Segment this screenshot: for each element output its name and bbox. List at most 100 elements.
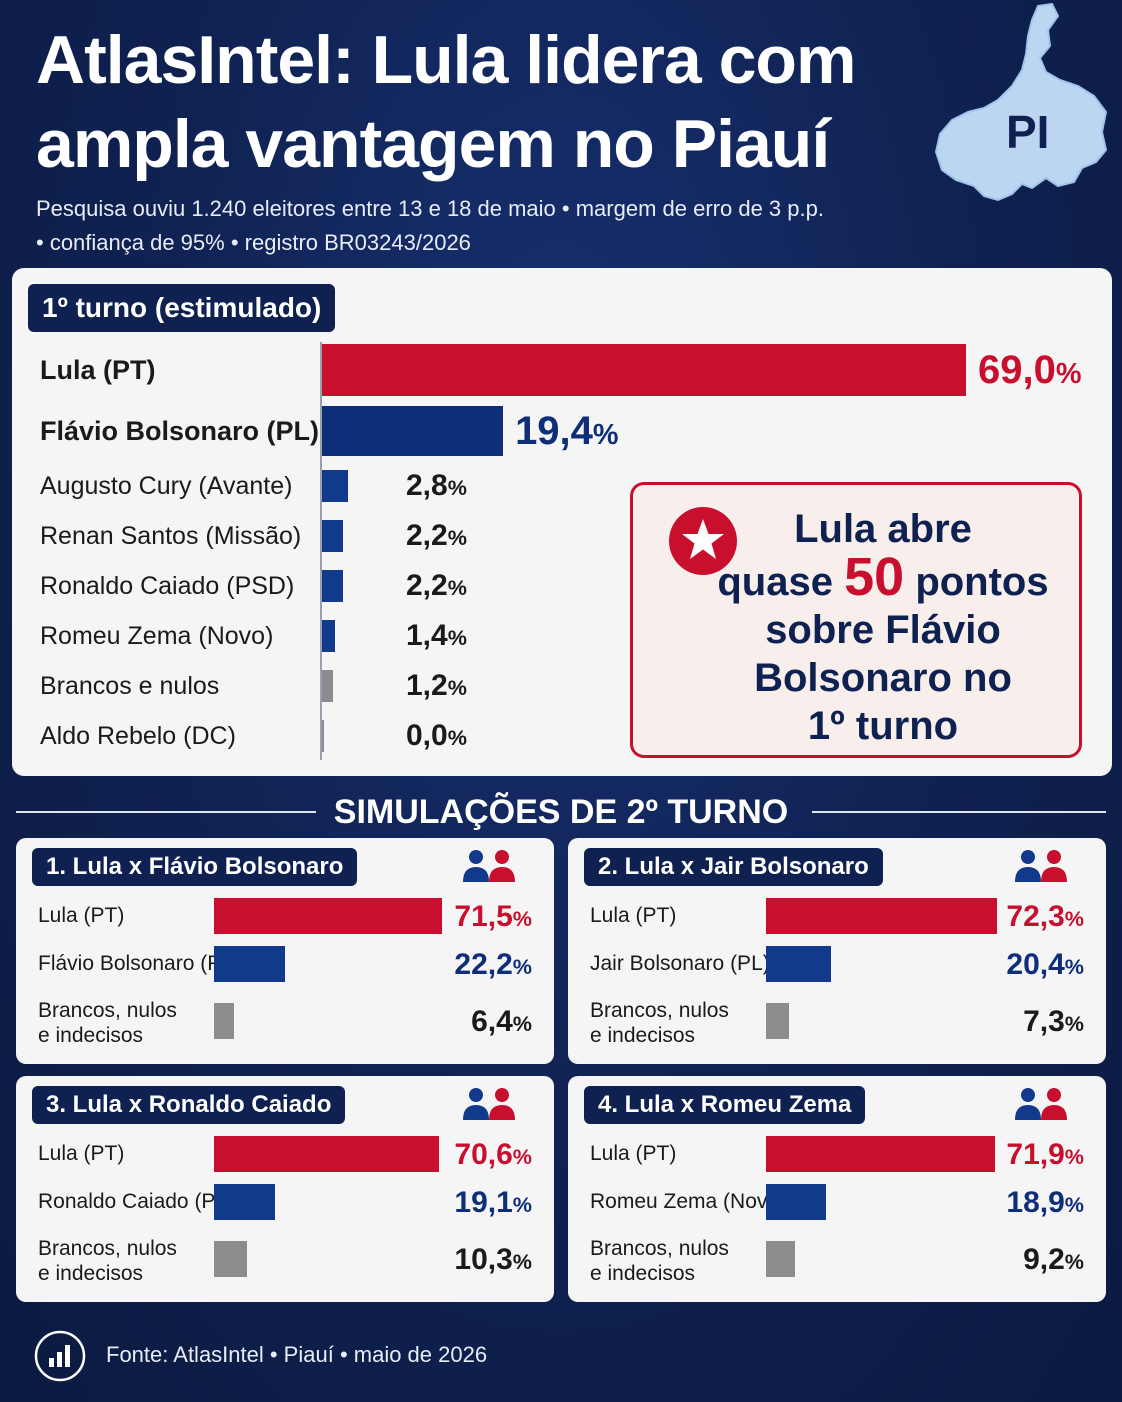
callout-line-5: 1º turno (807, 704, 959, 748)
candidate-value-unit: % (447, 575, 467, 600)
first-round-row: Renan Santos (Missão) 2,2% (12, 516, 1112, 556)
callout-line-2: quase 50 pontos (709, 550, 1057, 606)
candidate-name: Renan Santos (Missão) (40, 522, 302, 550)
star-icon (669, 507, 737, 575)
candidate-name: Augusto Cury (Avante) (40, 472, 293, 500)
simulation-bar (214, 1003, 235, 1039)
second-round-header: SIMULAÇÕES DE 2º TURNO (0, 790, 1122, 834)
callout-line-2-post: pontos (915, 560, 1049, 604)
candidate-value-unit: % (447, 625, 467, 650)
simulation-value-number: 22,2 (454, 948, 513, 981)
callout-line-4: Bolsonaro no (754, 656, 1012, 700)
map-label: PI (1006, 106, 1049, 158)
callout-line-1: Lula abre (794, 507, 972, 551)
simulation-title: 2. Lula x Jair Bolsonaro (584, 848, 883, 886)
simulation-value-unit: % (512, 1144, 532, 1169)
simulation-value-number: 19,1 (454, 1186, 513, 1219)
candidate-value: 1,2% (406, 666, 467, 708)
simulation-value-unit: % (1064, 1011, 1084, 1036)
simulation-blank-line-2: e indecisos (38, 1262, 144, 1285)
simulation-value: 7,3% (1023, 1004, 1084, 1042)
simulation-value-number: 18,9 (1006, 1186, 1065, 1219)
simulation-value-unit: % (512, 1192, 532, 1217)
title-line-2: ampla vantagem no Piauí (36, 106, 830, 182)
candidate-name: Flávio Bolsonaro (PL) (40, 416, 320, 446)
simulation-value: 20,4% (1006, 947, 1084, 985)
people-icon (463, 850, 515, 882)
first-round-row: Aldo Rebelo (DC) 0,0% (12, 716, 1112, 756)
simulation-value: 22,2% (454, 947, 532, 985)
simulation-blank-line-1: Brancos, nulos (590, 1237, 729, 1260)
simulation-candidate-name: Jair Bolsonaro (PL) (590, 952, 770, 975)
candidate-value-number: 69,0 (978, 348, 1056, 392)
page-title: AtlasIntel: Lula lidera com ampla vantag… (36, 18, 936, 186)
simulation-value-number: 72,3 (1006, 900, 1065, 933)
simulation-title: 4. Lula x Romeu Zema (584, 1086, 866, 1124)
simulation-row: Lula (PT) 70,6% (16, 1134, 554, 1174)
survey-details: Pesquisa ouviu 1.240 eleitores entre 13 … (36, 192, 896, 260)
simulation-value-number: 20,4 (1006, 948, 1065, 981)
candidate-name: Aldo Rebelo (DC) (40, 722, 236, 750)
candidate-value-unit: % (447, 725, 467, 750)
simulation-value: 10,3% (454, 1242, 532, 1280)
simulation-value-unit: % (512, 1011, 532, 1036)
simulation-card-1: 1. Lula x Flávio Bolsonaro Lula (PT) 71,5%… (16, 838, 554, 1064)
simulation-bar (766, 1136, 996, 1172)
simulation-value-unit: % (1064, 1249, 1084, 1274)
simulation-blank-line-2: e indecisos (590, 1262, 696, 1285)
simulation-value: 9,2% (1023, 1242, 1084, 1280)
first-round-row: Brancos e nulos 1,2% (12, 666, 1112, 706)
simulation-value-number: 7,3 (1023, 1005, 1065, 1038)
candidate-bar (322, 520, 343, 552)
second-round-title: SIMULAÇÕES DE 2º TURNO (333, 793, 789, 831)
candidate-bar (322, 720, 324, 752)
simulation-candidate-name: Ronaldo Caiado (PSD) (38, 1190, 252, 1213)
simulation-value-unit: % (512, 906, 532, 931)
simulation-blank-line-1: Brancos, nulos (590, 999, 729, 1022)
simulation-row: Brancos, nulos e indecisos 6,4% (16, 996, 554, 1048)
simulation-value-number: 71,9 (1006, 1138, 1065, 1171)
simulation-value-unit: % (512, 954, 532, 979)
simulation-card-4: 4. Lula x Romeu Zema Lula (PT) 71,9% Romeu … (568, 1076, 1106, 1302)
simulation-row: Lula (PT) 72,3% (568, 896, 1106, 936)
piaui-map-icon: PI (934, 2, 1108, 202)
simulation-title: 3. Lula x Ronaldo Caiado (32, 1086, 346, 1124)
candidate-bar (322, 570, 343, 602)
simulation-candidate-name: Lula (PT) (590, 1142, 677, 1165)
simulation-value-unit: % (512, 1249, 532, 1274)
candidate-value-number: 2,2 (406, 519, 448, 552)
simulation-value: 70,6% (454, 1137, 532, 1175)
candidate-value-number: 1,4 (406, 619, 448, 652)
simulation-bar (214, 946, 285, 982)
simulation-card-3: 3. Lula x Ronaldo Caiado Lula (PT) 70,6% Ro… (16, 1076, 554, 1302)
footer: Fonte: AtlasIntel • Piauí • maio de 2026 (34, 1330, 734, 1384)
simulation-value-number: 70,6 (454, 1138, 513, 1171)
simulation-row: Flávio Bolsonaro (PL) 22,2% (16, 944, 554, 984)
candidate-bar (322, 344, 966, 396)
simulation-bar (766, 1241, 796, 1277)
simulation-bar (214, 898, 442, 934)
simulation-candidate-name: Brancos, nulos e indecisos (38, 1236, 177, 1286)
simulation-candidate-name: Brancos, nulos e indecisos (590, 1236, 729, 1286)
simulation-candidate-name: Lula (PT) (590, 904, 677, 927)
candidate-bar (322, 470, 349, 502)
simulation-blank-line-2: e indecisos (590, 1024, 696, 1047)
candidate-value: 2,2% (406, 516, 467, 558)
people-icon (1015, 1088, 1067, 1120)
title-line-1: AtlasIntel: Lula lidera com (36, 22, 856, 98)
simulation-value-unit: % (1064, 1144, 1084, 1169)
first-round-panel: 1º turno (estimulado) Lula (PT) 69,0% Fláv… (12, 268, 1112, 776)
survey-details-line-2: • confiança de 95% • registro BR03243/20… (36, 230, 471, 255)
simulation-value-number: 9,2 (1023, 1243, 1065, 1276)
simulation-candidate-name: Flávio Bolsonaro (PL) (38, 952, 240, 975)
candidate-value-number: 0,0 (406, 719, 448, 752)
simulation-row: Lula (PT) 71,5% (16, 896, 554, 936)
people-icon (463, 1088, 515, 1120)
simulation-bar (214, 1184, 275, 1220)
simulation-candidate-name: Lula (PT) (38, 904, 125, 927)
divider-right (812, 811, 1106, 813)
divider-left (16, 811, 316, 813)
simulation-value-number: 71,5 (454, 900, 513, 933)
simulation-row: Brancos, nulos e indecisos 9,2% (568, 1234, 1106, 1286)
simulation-value: 19,1% (454, 1185, 532, 1223)
